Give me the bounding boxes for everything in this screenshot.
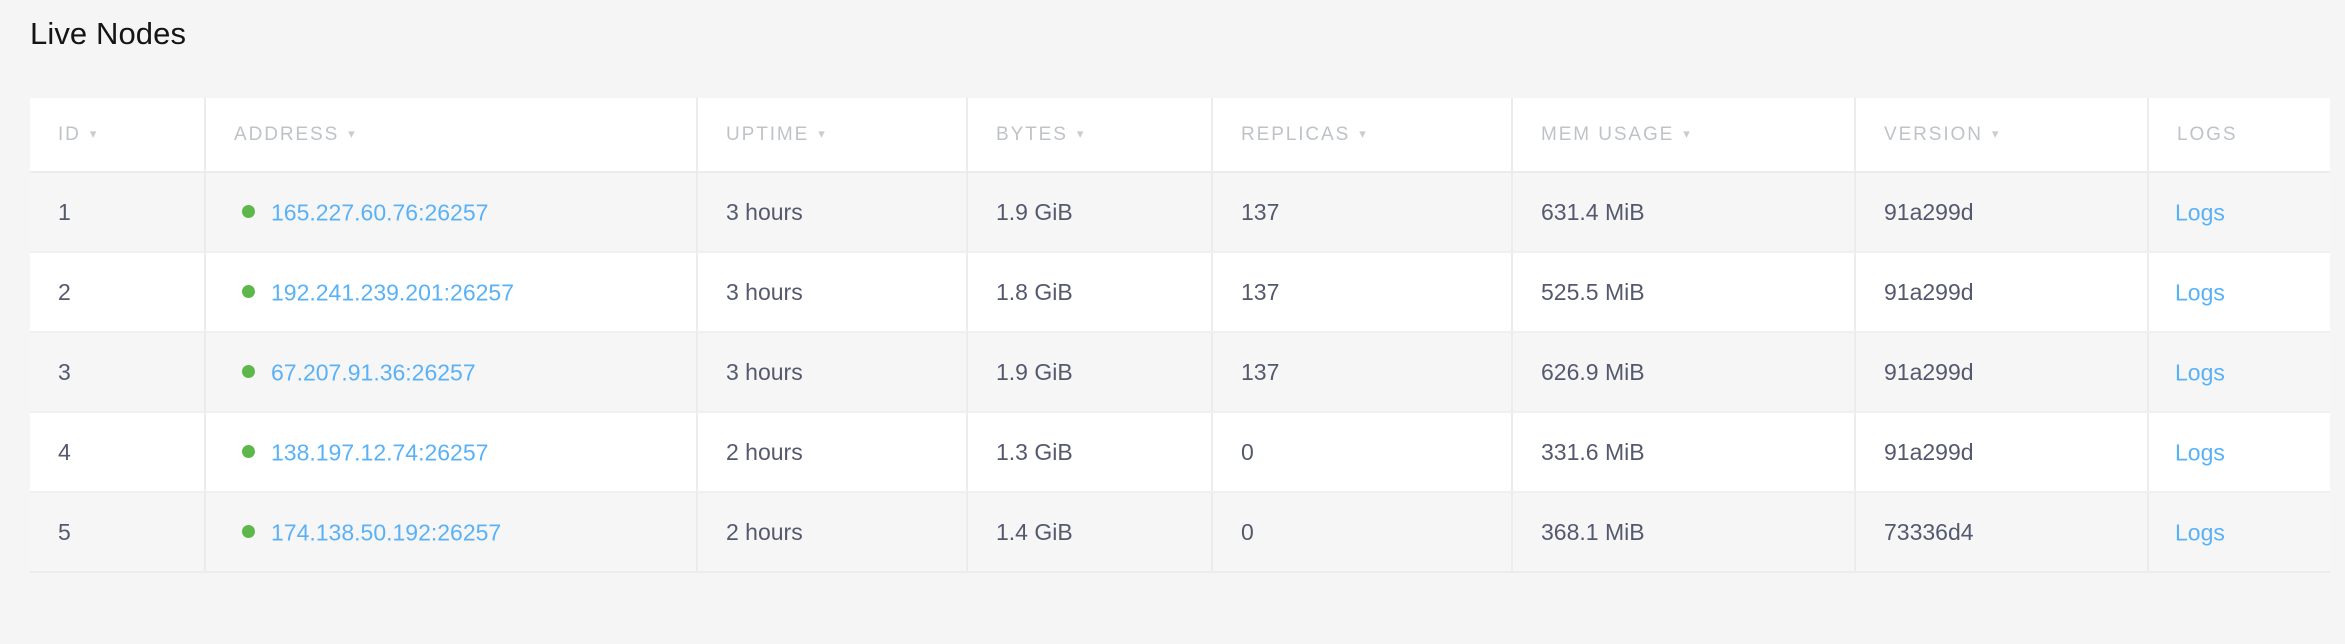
cell-version: 73336d4 — [1855, 492, 2149, 573]
cell-uptime: 3 hours — [697, 332, 968, 413]
cell-replicas: 137 — [1212, 252, 1513, 333]
cell-bytes: 1.9 GiB — [967, 172, 1213, 253]
table-row[interactable]: 2 192.241.239.201:26257 3 hours 1.8 GiB … — [30, 252, 2330, 333]
column-header-mem-usage[interactable]: MEM USAGE ▾ — [1512, 98, 1856, 173]
cell-id: 4 — [30, 412, 206, 493]
column-header-label: MEM USAGE — [1541, 123, 1675, 145]
logs-link[interactable]: Logs — [2175, 519, 2225, 546]
table-row[interactable]: 5 174.138.50.192:26257 2 hours 1.4 GiB 0… — [30, 492, 2330, 573]
column-header-id[interactable]: ID ▾ — [30, 98, 206, 173]
column-header-address[interactable]: ADDRESS ▾ — [205, 98, 698, 173]
cell-uptime: 2 hours — [697, 412, 968, 493]
cell-version: 91a299d — [1855, 172, 2149, 253]
cell-logs: Logs — [2148, 492, 2330, 573]
cell-bytes: 1.4 GiB — [967, 492, 1213, 573]
column-header-label: UPTIME — [726, 123, 810, 145]
cell-address: 192.241.239.201:26257 — [205, 252, 698, 333]
cell-bytes: 1.8 GiB — [967, 252, 1213, 333]
cell-bytes: 1.9 GiB — [967, 332, 1213, 413]
column-header-label: LOGS — [2177, 123, 2238, 145]
column-header-version[interactable]: VERSION ▾ — [1855, 98, 2149, 173]
sort-descending-icon[interactable]: ▾ — [818, 125, 825, 141]
sort-descending-icon[interactable]: ▾ — [348, 125, 355, 141]
logs-link[interactable]: Logs — [2175, 359, 2225, 386]
table-header-row: ID ▾ ADDRESS ▾ UPTIME ▾ BYTES ▾ REPLICAS ▾ ME… — [30, 98, 2330, 173]
page-title: Live Nodes — [30, 16, 187, 51]
column-header-label: ID — [58, 123, 81, 145]
column-header-logs: LOGS — [2148, 98, 2330, 173]
node-address-link[interactable]: 138.197.12.74:26257 — [271, 439, 489, 466]
column-header-bytes[interactable]: BYTES ▾ — [967, 98, 1213, 173]
status-dot-icon — [242, 365, 255, 379]
cell-logs: Logs — [2148, 412, 2330, 493]
cell-id: 2 — [30, 252, 206, 333]
sort-descending-icon[interactable]: ▾ — [1683, 125, 1690, 141]
cell-address: 138.197.12.74:26257 — [205, 412, 698, 493]
column-header-label: VERSION — [1884, 123, 1983, 145]
cell-mem-usage: 368.1 MiB — [1512, 492, 1856, 573]
cell-replicas: 0 — [1212, 492, 1513, 573]
cell-id: 5 — [30, 492, 206, 573]
sort-descending-icon[interactable]: ▾ — [1359, 125, 1366, 141]
sort-descending-icon[interactable]: ▾ — [89, 125, 97, 141]
cell-mem-usage: 331.6 MiB — [1512, 412, 1856, 493]
cell-id: 1 — [30, 172, 206, 253]
node-address-link[interactable]: 174.138.50.192:26257 — [271, 519, 502, 546]
cell-replicas: 137 — [1212, 172, 1513, 253]
status-dot-icon — [242, 285, 255, 299]
column-header-label: BYTES — [996, 123, 1068, 145]
cell-address: 174.138.50.192:26257 — [205, 492, 698, 573]
table-row[interactable]: 4 138.197.12.74:26257 2 hours 1.3 GiB 0 … — [30, 412, 2330, 493]
status-dot-icon — [242, 205, 255, 219]
cell-uptime: 3 hours — [697, 172, 968, 253]
logs-link[interactable]: Logs — [2175, 439, 2225, 466]
status-dot-icon — [242, 445, 255, 459]
cell-version: 91a299d — [1855, 332, 2149, 413]
node-address-link[interactable]: 67.207.91.36:26257 — [271, 359, 476, 386]
logs-link[interactable]: Logs — [2175, 199, 2225, 226]
cell-replicas: 137 — [1212, 332, 1513, 413]
node-address-link[interactable]: 165.227.60.76:26257 — [271, 199, 489, 226]
cell-version: 91a299d — [1855, 412, 2149, 493]
cell-mem-usage: 631.4 MiB — [1512, 172, 1856, 253]
table-row[interactable]: 3 67.207.91.36:26257 3 hours 1.9 GiB 137… — [30, 332, 2330, 413]
cell-uptime: 2 hours — [697, 492, 968, 573]
cell-address: 67.207.91.36:26257 — [205, 332, 698, 413]
cell-logs: Logs — [2148, 252, 2330, 333]
column-header-label: ADDRESS — [234, 123, 340, 145]
cell-mem-usage: 525.5 MiB — [1512, 252, 1856, 333]
live-nodes-table: ID ▾ ADDRESS ▾ UPTIME ▾ BYTES ▾ REPLICAS ▾ ME… — [30, 98, 2330, 573]
table-row[interactable]: 1 165.227.60.76:26257 3 hours 1.9 GiB 13… — [30, 172, 2330, 253]
column-header-label: REPLICAS — [1241, 123, 1351, 145]
cell-id: 3 — [30, 332, 206, 413]
table-header: ID ▾ ADDRESS ▾ UPTIME ▾ BYTES ▾ REPLICAS ▾ ME… — [30, 98, 2330, 173]
table-body: 1 165.227.60.76:26257 3 hours 1.9 GiB 13… — [30, 172, 2330, 573]
cell-replicas: 0 — [1212, 412, 1513, 493]
cell-address: 165.227.60.76:26257 — [205, 172, 698, 253]
column-header-replicas[interactable]: REPLICAS ▾ — [1212, 98, 1513, 173]
status-dot-icon — [242, 525, 255, 539]
cell-bytes: 1.3 GiB — [967, 412, 1213, 493]
cell-version: 91a299d — [1855, 252, 2149, 333]
logs-link[interactable]: Logs — [2175, 279, 2225, 306]
cell-mem-usage: 626.9 MiB — [1512, 332, 1856, 413]
cell-logs: Logs — [2148, 172, 2330, 253]
node-address-link[interactable]: 192.241.239.201:26257 — [271, 279, 515, 306]
cell-logs: Logs — [2148, 332, 2330, 413]
sort-descending-icon[interactable]: ▾ — [1076, 125, 1084, 141]
sort-descending-icon[interactable]: ▾ — [1991, 125, 1999, 141]
column-header-uptime[interactable]: UPTIME ▾ — [697, 98, 968, 173]
cell-uptime: 3 hours — [697, 252, 968, 333]
